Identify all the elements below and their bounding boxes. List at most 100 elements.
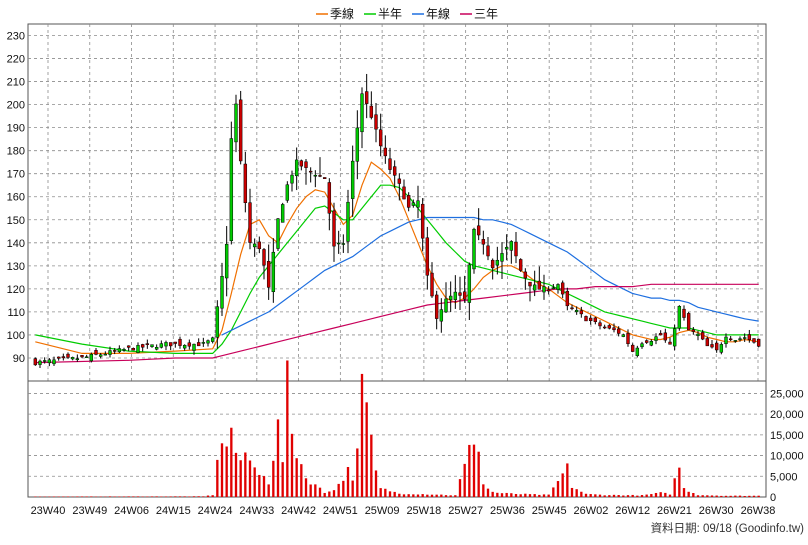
volume-tick-label: 5,000 [770,471,798,483]
candle-body [174,342,177,344]
candle-body [333,211,336,246]
price-tick-label: 220 [7,54,25,66]
volume-bar [338,484,340,497]
volume-bar [300,464,302,497]
volume-bar [450,495,452,497]
volume-bar [342,481,344,497]
candle-body [617,329,620,334]
volume-bar [394,492,396,497]
volume-bar [170,496,172,497]
candle-body [594,318,597,322]
candle-body [104,354,107,355]
candle-body [683,309,686,317]
price-tick-label: 120 [7,284,25,296]
volume-bar [580,492,582,497]
legend-label: 年線 [426,6,450,21]
volume-bar [492,492,494,497]
volume-bar [538,495,540,497]
volume-bar [207,496,209,497]
price-tick-label: 180 [7,146,25,158]
volume-bar [235,453,237,497]
volume-bar [711,495,713,497]
candle-body [113,350,116,351]
candle-body [328,182,331,213]
candle-body [267,261,270,287]
candle-body [431,273,434,296]
price-tick-label: 150 [7,215,25,227]
candle-body [715,343,718,350]
candle-body [179,339,182,345]
volume-bar [590,494,592,497]
volume-bar [478,452,480,497]
candle-body [216,307,219,338]
candle-body [99,355,102,357]
candle-body [160,344,163,348]
legend-label: 季線 [330,6,354,21]
candle-body [613,328,616,330]
x-tick-label: 23W49 [72,505,107,517]
volume-bar [716,496,718,497]
volume-bar [114,496,116,497]
volume-tick-label: 15,000 [770,430,804,442]
volume-bar [688,492,690,497]
candle-body [454,292,457,300]
volume-bar [744,496,746,497]
volume-bar [650,494,652,497]
candle-body [263,249,266,265]
candle-body [743,338,746,339]
volume-bar [366,402,368,497]
price-tick-label: 170 [7,169,25,181]
candle-body [566,291,569,306]
candle-body [62,357,65,358]
candle-body [384,148,387,156]
volume-bar [67,496,69,497]
candle-body [501,253,504,261]
candle-body [477,226,480,235]
candle-body [48,360,51,363]
candle-body [300,161,303,166]
candle-body [463,292,466,300]
volume-bar [520,494,522,497]
x-tick-label: 25W45 [532,505,567,517]
volume-bar [552,487,554,497]
candle-body [137,345,140,352]
candle-body [207,341,210,343]
legend-label: 半年 [378,7,402,21]
candle-body [67,354,70,357]
candle-body [398,179,401,184]
volume-bar [576,489,578,497]
candle-body [459,293,462,296]
candle-body [655,337,658,341]
volume-bar [188,496,190,497]
candle-body [519,259,522,270]
volume-bar [515,494,517,497]
x-tick-label: 26W12 [615,505,650,517]
candle-body [599,323,602,326]
volume-bar [184,496,186,497]
volume-bar [109,496,111,497]
volume-bar [328,492,330,497]
candle-body [445,299,448,312]
volume-bar [585,494,587,497]
volume-bar [403,494,405,497]
candle-body [319,175,322,176]
candle-body [505,247,508,249]
volume-grid [28,381,766,497]
candle-body [39,361,42,365]
x-tick-label: 25W27 [448,505,483,517]
volume-bar [734,496,736,497]
candle-body [631,345,634,351]
candle-body [169,342,172,345]
volume-bar [543,494,545,497]
volume-bar [748,496,750,497]
candle-body [697,334,700,336]
candle-body [53,360,56,364]
price-tick-label: 90 [13,353,25,365]
volume-bar [216,460,218,497]
volume-bar [730,496,732,497]
volume-bar [566,463,568,497]
candle-body [155,347,158,349]
volume-bar [669,495,671,497]
candle-body [281,204,284,222]
